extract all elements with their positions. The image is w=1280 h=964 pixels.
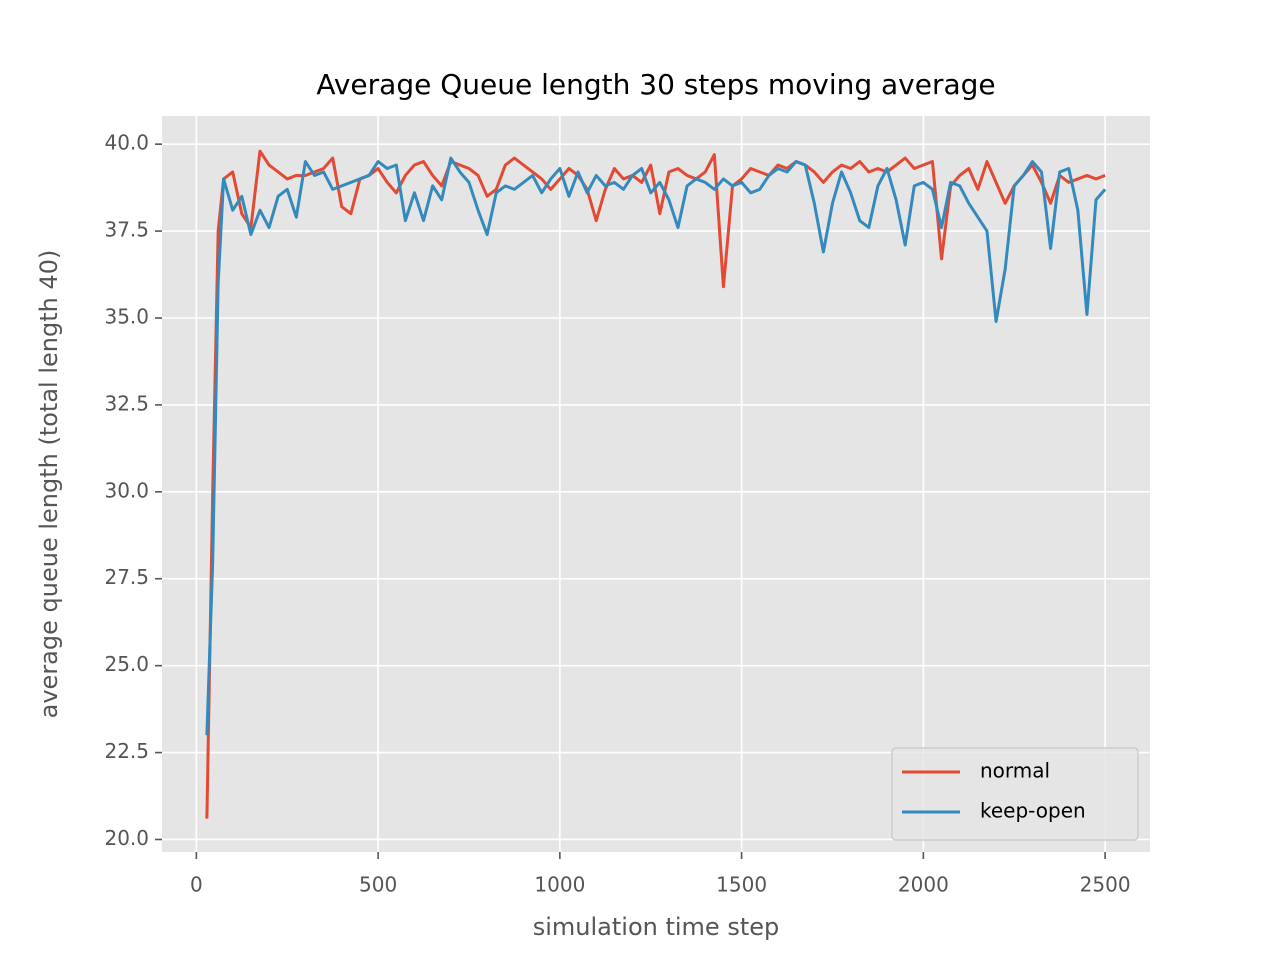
- x-tick-label: 0: [190, 873, 203, 897]
- x-tick-label: 2500: [1080, 873, 1131, 897]
- legend-label: keep-open: [980, 799, 1086, 823]
- x-tick-label: 1000: [534, 873, 585, 897]
- line-series: [205, 156, 1107, 736]
- legend-label: normal: [980, 759, 1050, 783]
- y-tick-label: 37.5: [104, 218, 149, 242]
- y-axis-label: average queue length (total length 40): [35, 250, 63, 719]
- y-tick-label: 22.5: [104, 739, 149, 763]
- y-tick-label: 20.0: [104, 826, 149, 850]
- x-axis-label: simulation time step: [533, 913, 780, 941]
- y-tick-label: 40.0: [104, 131, 149, 155]
- y-tick-label: 30.0: [104, 478, 149, 502]
- x-tick-label: 1500: [716, 873, 767, 897]
- plot-area: [162, 116, 1150, 852]
- y-tick-label: 25.0: [104, 652, 149, 676]
- x-tick-label: 500: [359, 873, 397, 897]
- y-tick-label: 32.5: [104, 391, 149, 415]
- chart-title: Average Queue length 30 steps moving ave…: [316, 68, 995, 101]
- x-tick-label: 2000: [898, 873, 949, 897]
- y-tick-label: 35.0: [104, 304, 149, 328]
- y-tick-label: 27.5: [104, 565, 149, 589]
